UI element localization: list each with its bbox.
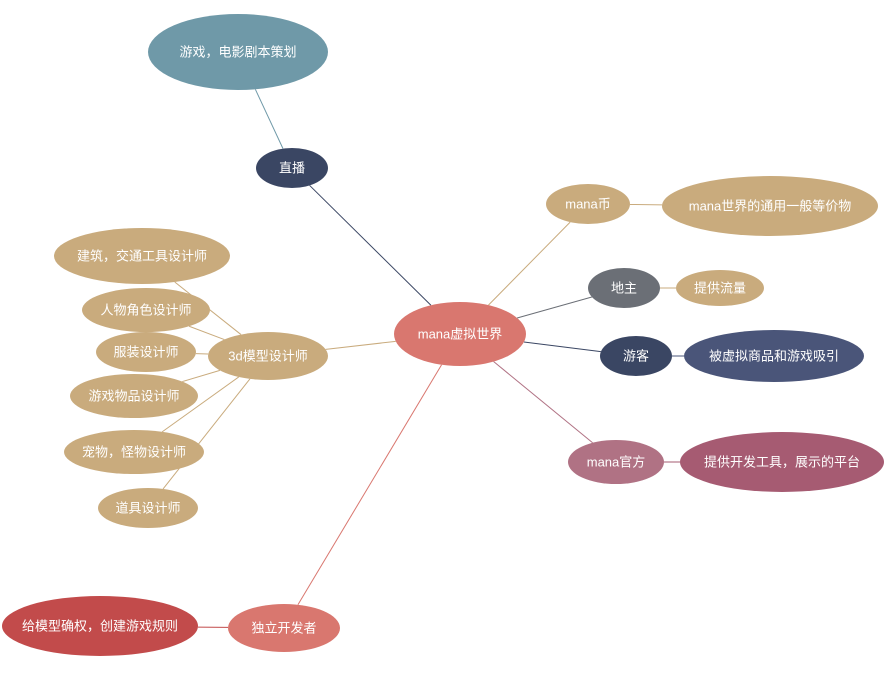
edge-center-tourist bbox=[524, 342, 601, 352]
edge-center-mana_coin bbox=[488, 222, 570, 305]
node-ellipse-script[interactable] bbox=[148, 14, 328, 90]
node-ellipse-arch[interactable] bbox=[54, 228, 230, 284]
node-gameitem[interactable]: 游戏物品设计师 bbox=[70, 374, 198, 418]
edge-live-script bbox=[255, 89, 283, 148]
node-landlord[interactable]: 地主 bbox=[588, 268, 660, 308]
node-ellipse-gameitem[interactable] bbox=[70, 374, 198, 418]
node-currency[interactable]: mana世界的通用一般等价物 bbox=[662, 176, 878, 236]
node-ellipse-tourist[interactable] bbox=[600, 336, 672, 376]
node-ellipse-center[interactable] bbox=[394, 302, 526, 366]
edge-model3d-gameitem bbox=[182, 370, 220, 381]
node-model3d[interactable]: 3d模型设计师 bbox=[208, 332, 328, 380]
node-official[interactable]: mana官方 bbox=[568, 440, 664, 484]
node-ellipse-indie[interactable] bbox=[228, 604, 340, 652]
node-rules[interactable]: 给模型确权，创建游戏规则 bbox=[2, 596, 198, 656]
edge-center-landlord bbox=[517, 297, 592, 318]
node-ellipse-prop[interactable] bbox=[98, 488, 198, 528]
node-ellipse-rules[interactable] bbox=[2, 596, 198, 656]
node-script[interactable]: 游戏，电影剧本策划 bbox=[148, 14, 328, 90]
node-ellipse-model3d[interactable] bbox=[208, 332, 328, 380]
node-attracted[interactable]: 被虚拟商品和游戏吸引 bbox=[684, 330, 864, 382]
edge-center-live bbox=[310, 185, 431, 305]
node-traffic[interactable]: 提供流量 bbox=[676, 270, 764, 306]
node-ellipse-character[interactable] bbox=[82, 288, 210, 332]
node-ellipse-official[interactable] bbox=[568, 440, 664, 484]
node-ellipse-costume[interactable] bbox=[96, 332, 196, 372]
node-center[interactable]: mana虚拟世界 bbox=[394, 302, 526, 366]
edge-center-official bbox=[494, 362, 593, 443]
node-ellipse-currency[interactable] bbox=[662, 176, 878, 236]
node-ellipse-landlord[interactable] bbox=[588, 268, 660, 308]
edge-model3d-character bbox=[189, 326, 224, 339]
node-indie[interactable]: 独立开发者 bbox=[228, 604, 340, 652]
edge-center-indie bbox=[298, 365, 442, 605]
node-ellipse-mana_coin[interactable] bbox=[546, 184, 630, 224]
node-ellipse-live[interactable] bbox=[256, 148, 328, 188]
node-ellipse-platform[interactable] bbox=[680, 432, 884, 492]
edge-center-model3d bbox=[326, 341, 396, 349]
node-ellipse-pet[interactable] bbox=[64, 430, 204, 474]
node-platform[interactable]: 提供开发工具，展示的平台 bbox=[680, 432, 884, 492]
node-tourist[interactable]: 游客 bbox=[600, 336, 672, 376]
node-character[interactable]: 人物角色设计师 bbox=[82, 288, 210, 332]
node-prop[interactable]: 道具设计师 bbox=[98, 488, 198, 528]
node-live[interactable]: 直播 bbox=[256, 148, 328, 188]
node-costume[interactable]: 服装设计师 bbox=[96, 332, 196, 372]
mindmap-canvas: mana虚拟世界 直播 游戏，电影剧本策划 mana币 mana世界的通用一般等价物地主… bbox=[0, 0, 891, 694]
nodes-layer: mana虚拟世界 直播 游戏，电影剧本策划 mana币 mana世界的通用一般等价物地主… bbox=[2, 14, 884, 656]
node-ellipse-attracted[interactable] bbox=[684, 330, 864, 382]
node-mana_coin[interactable]: mana币 bbox=[546, 184, 630, 224]
node-pet[interactable]: 宠物，怪物设计师 bbox=[64, 430, 204, 474]
node-arch[interactable]: 建筑，交通工具设计师 bbox=[54, 228, 230, 284]
node-ellipse-traffic[interactable] bbox=[676, 270, 764, 306]
